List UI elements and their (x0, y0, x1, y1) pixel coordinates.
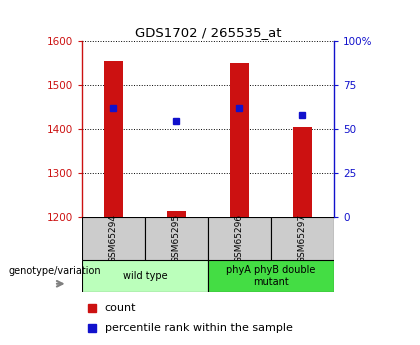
Text: count: count (105, 303, 136, 313)
Text: GSM65296: GSM65296 (235, 214, 244, 264)
Text: GSM65295: GSM65295 (172, 214, 181, 264)
Bar (208, 217, 271, 260)
Text: percentile rank within the sample: percentile rank within the sample (105, 323, 292, 333)
Text: GSM65297: GSM65297 (298, 214, 307, 264)
Text: genotype/variation: genotype/variation (8, 266, 101, 276)
Bar (271, 217, 334, 260)
Bar (145, 217, 208, 260)
Title: GDS1702 / 265535_at: GDS1702 / 265535_at (135, 26, 281, 39)
Bar (104, 61, 123, 217)
Text: wild type: wild type (123, 271, 167, 281)
Bar (82, 260, 208, 292)
Bar (230, 63, 249, 217)
Bar (82, 217, 145, 260)
Text: phyA phyB double
mutant: phyA phyB double mutant (226, 265, 315, 287)
Bar (293, 127, 312, 217)
Bar (208, 260, 334, 292)
Bar (167, 211, 186, 217)
Text: GSM65294: GSM65294 (109, 214, 118, 264)
